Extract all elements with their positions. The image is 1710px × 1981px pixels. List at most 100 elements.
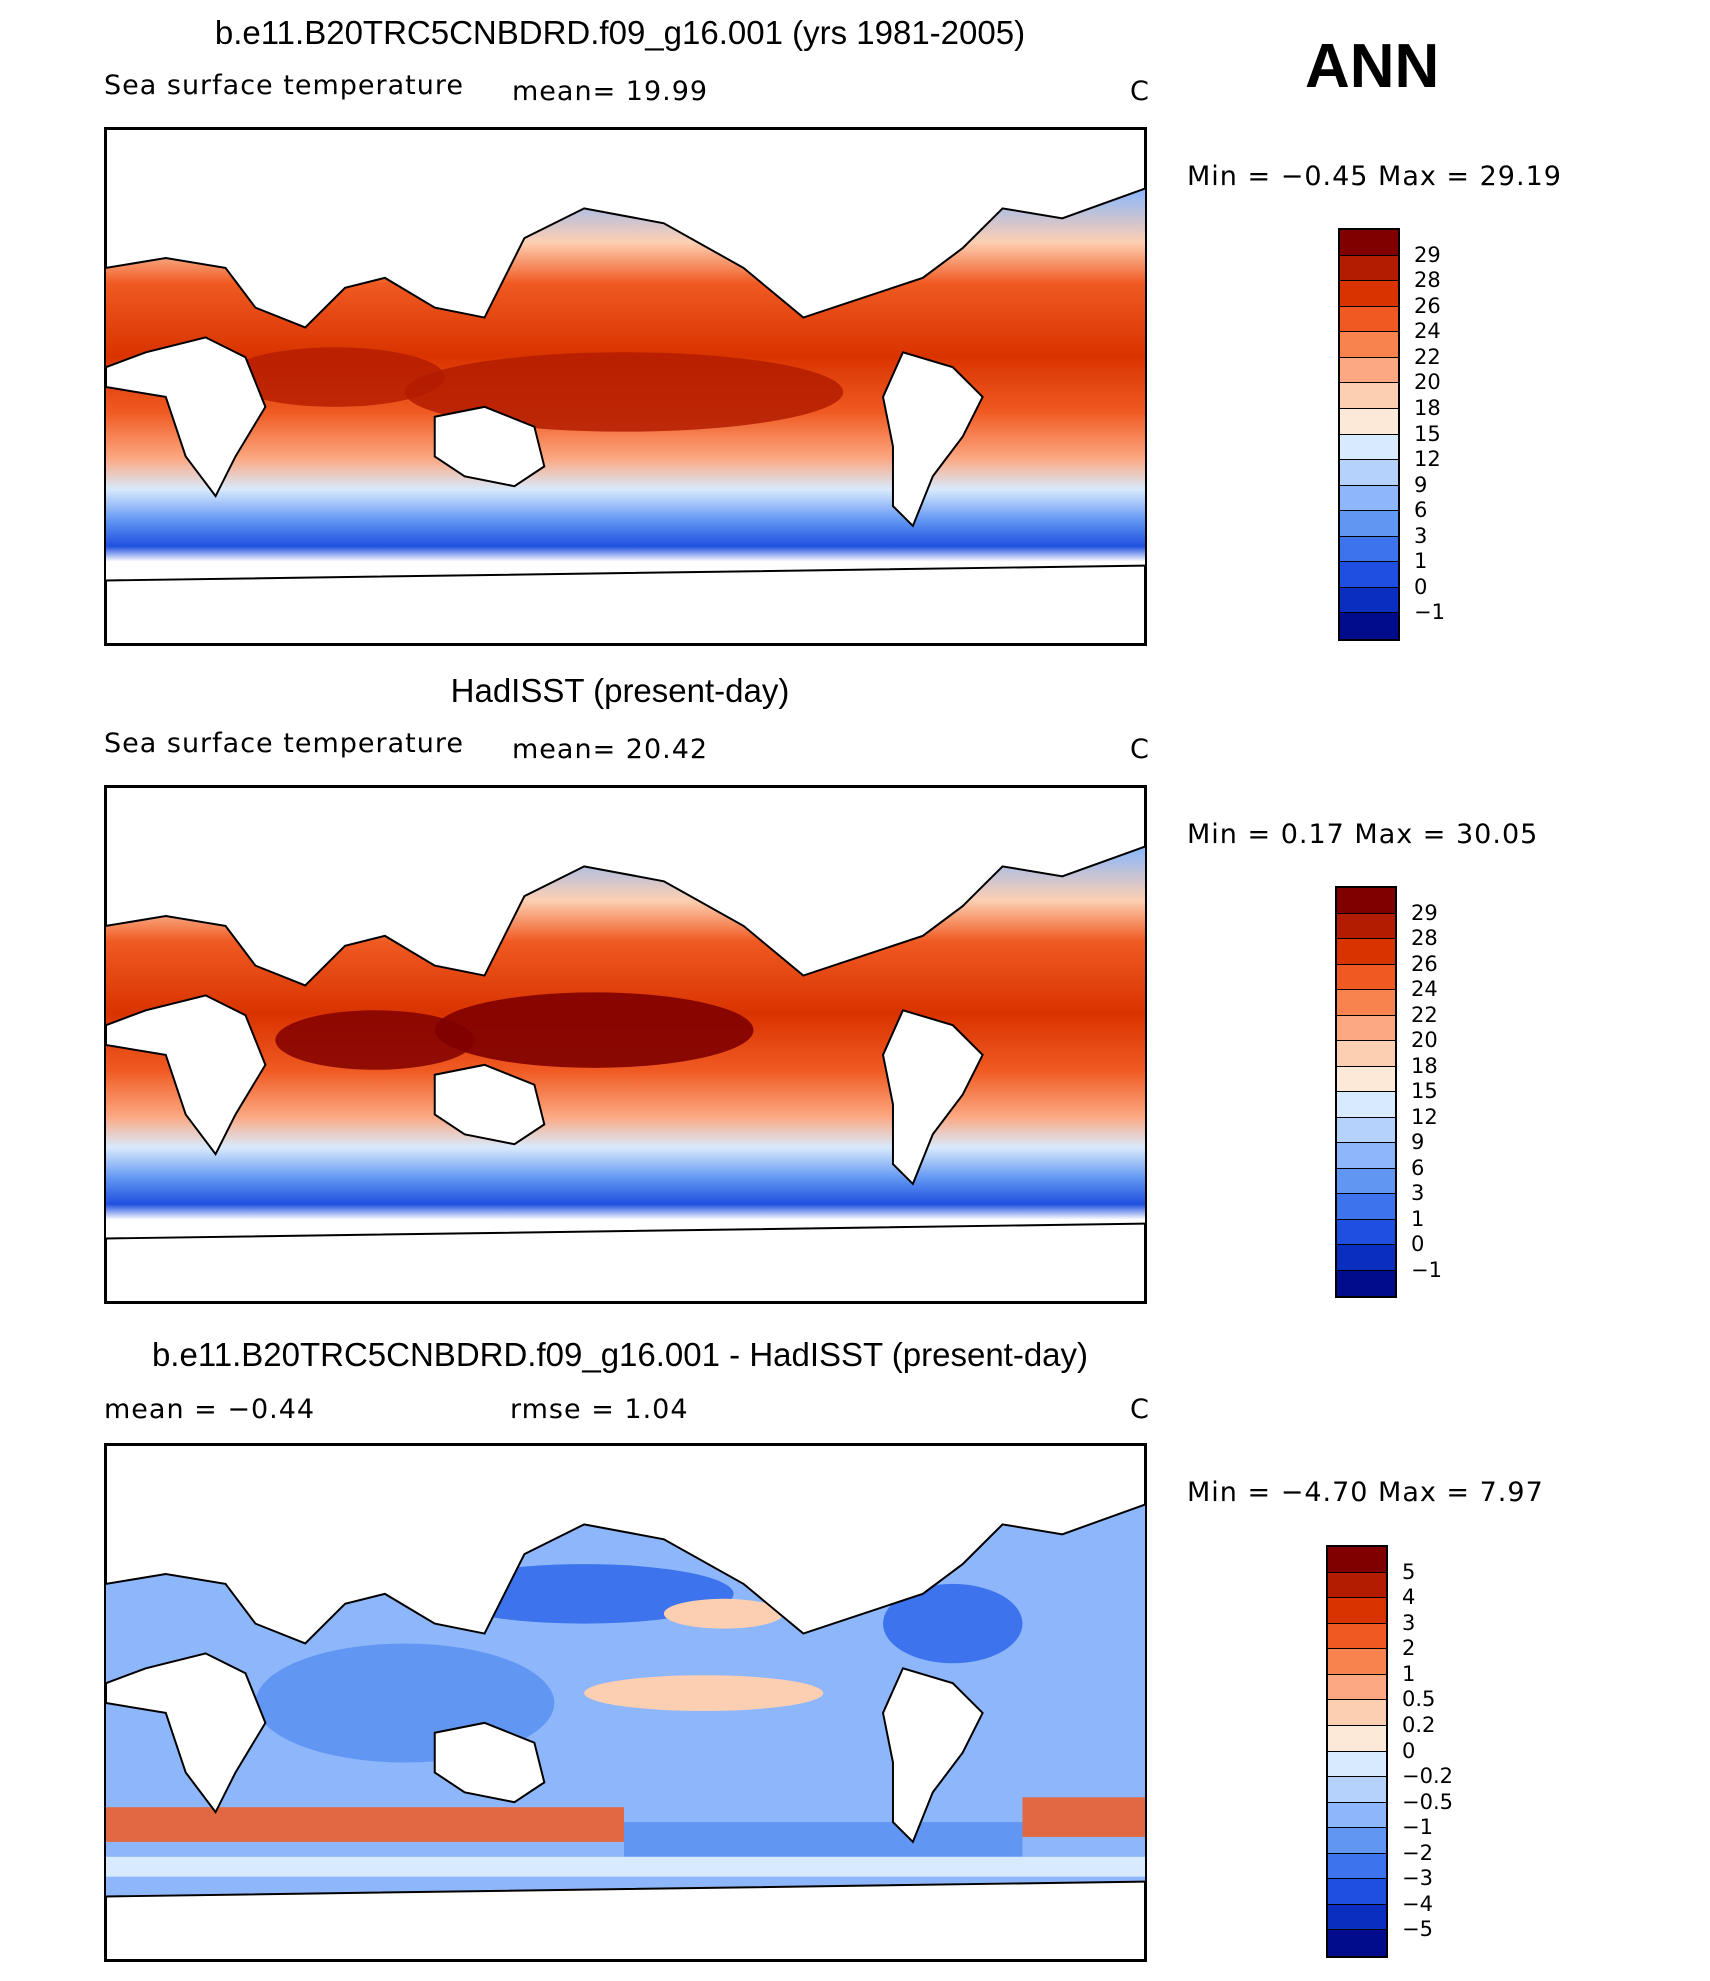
panel1-colorbar: [1338, 228, 1400, 641]
colorbar-tick-label: 2: [1402, 1636, 1416, 1661]
colorbar-segment: [1337, 1041, 1395, 1067]
colorbar-tick-label: 28: [1411, 926, 1438, 950]
panel1-map-plot: [106, 129, 1145, 644]
colorbar-segment: [1328, 1572, 1386, 1599]
colorbar-tick-label: −5: [1402, 1917, 1433, 1942]
colorbar-segment: [1328, 1802, 1386, 1829]
panel2-mean: mean= 20.42: [512, 734, 709, 765]
colorbar-segment: [1337, 1092, 1395, 1118]
colorbar-tick-label: 22: [1414, 344, 1441, 369]
colorbar-segment: [1340, 562, 1398, 588]
colorbar-segment: [1340, 306, 1398, 333]
colorbar-tick-label: 29: [1411, 900, 1438, 925]
colorbar-segment: [1340, 230, 1398, 256]
colorbar-tick-label: 22: [1411, 1002, 1438, 1027]
panel3-mean: mean = −0.44: [104, 1394, 316, 1425]
colorbar-segment: [1337, 888, 1395, 914]
panel1-minmax: Min = −0.45 Max = 29.19: [1187, 161, 1562, 192]
colorbar-segment: [1337, 964, 1395, 990]
colorbar-tick-label: 0.5: [1402, 1687, 1436, 1712]
colorbar-segment: [1340, 255, 1398, 282]
panel2-colorbar: [1335, 886, 1397, 1298]
colorbar-segment: [1337, 1168, 1395, 1194]
colorbar-tick-label: −1: [1402, 1815, 1433, 1840]
colorbar-segment: [1340, 613, 1398, 639]
colorbar-segment: [1328, 1725, 1386, 1752]
panel3-colorbar: [1326, 1545, 1388, 1958]
colorbar-tick-label: −3: [1402, 1866, 1433, 1891]
colorbar-segment: [1328, 1674, 1386, 1701]
panel2-variable: Sea surface temperature: [104, 728, 464, 759]
colorbar-tick-label: 29: [1414, 242, 1441, 267]
panel3-minmax: Min = −4.70 Max = 7.97: [1187, 1477, 1544, 1508]
colorbar-tick-label: 3: [1414, 523, 1428, 548]
colorbar-tick-label: 0.2: [1402, 1712, 1436, 1737]
colorbar-tick-label: 0: [1402, 1738, 1416, 1763]
colorbar-tick-label: 4: [1402, 1585, 1416, 1610]
colorbar-segment: [1337, 1117, 1395, 1143]
panel3-title: b.e11.B20TRC5CNBDRD.f09_g16.001 - HadISS…: [151, 1336, 1089, 1373]
colorbar-tick-label: 15: [1411, 1079, 1438, 1103]
colorbar-tick-label: 15: [1414, 421, 1441, 446]
colorbar-tick-label: 18: [1411, 1053, 1438, 1078]
colorbar-segment: [1340, 485, 1398, 512]
colorbar-segment: [1340, 460, 1398, 486]
colorbar-tick-label: 20: [1411, 1028, 1438, 1052]
panel1-title: b.e11.B20TRC5CNBDRD.f09_g16.001 (yrs 198…: [214, 14, 1026, 51]
panel3-map: [104, 1443, 1147, 1962]
colorbar-segment: [1328, 1930, 1386, 1956]
colorbar-segment: [1340, 408, 1398, 435]
colorbar-segment: [1340, 511, 1398, 537]
colorbar-segment: [1340, 281, 1398, 307]
colorbar-tick-label: −0.5: [1402, 1789, 1453, 1814]
colorbar-tick-label: 9: [1411, 1130, 1425, 1154]
colorbar-segment: [1340, 332, 1398, 358]
colorbar-segment: [1337, 913, 1395, 939]
colorbar-segment: [1340, 357, 1398, 384]
colorbar-segment: [1328, 1623, 1386, 1650]
colorbar-segment: [1328, 1598, 1386, 1624]
colorbar-tick-label: 5: [1402, 1559, 1416, 1584]
colorbar-segment: [1337, 990, 1395, 1016]
panel3-rmse: rmse = 1.04: [510, 1394, 689, 1425]
panel2-map: [104, 785, 1147, 1304]
colorbar-segment: [1328, 1547, 1386, 1573]
colorbar-segment: [1337, 1194, 1395, 1220]
colorbar-tick-label: 18: [1414, 395, 1441, 420]
panel2-map-plot: [106, 787, 1145, 1302]
colorbar-segment: [1328, 1828, 1386, 1854]
season-label: ANN: [1305, 32, 1440, 101]
panel2-title: HadISST (present-day): [450, 672, 790, 709]
colorbar-tick-label: −4: [1402, 1891, 1433, 1916]
colorbar-segment: [1337, 1066, 1395, 1092]
colorbar-segment: [1328, 1649, 1386, 1675]
colorbar-tick-label: 12: [1414, 447, 1441, 472]
colorbar-tick-label: −0.2: [1402, 1764, 1453, 1789]
colorbar-tick-label: 1: [1414, 549, 1428, 574]
panel1-map: [104, 127, 1147, 646]
colorbar-segment: [1328, 1879, 1386, 1905]
colorbar-segment: [1340, 434, 1398, 461]
colorbar-tick-label: 24: [1411, 977, 1438, 1001]
panel3-map-plot: [106, 1445, 1145, 1960]
colorbar-tick-label: 0: [1411, 1232, 1425, 1256]
colorbar-segment: [1337, 1143, 1395, 1169]
colorbar-tick-label: −2: [1402, 1840, 1433, 1865]
colorbar-tick-label: 28: [1414, 268, 1441, 293]
colorbar-segment: [1337, 1245, 1395, 1271]
colorbar-segment: [1340, 587, 1398, 614]
colorbar-segment: [1328, 1904, 1386, 1931]
colorbar-tick-label: 9: [1414, 472, 1428, 497]
colorbar-tick-label: 1: [1402, 1661, 1416, 1686]
colorbar-tick-label: 26: [1411, 951, 1438, 976]
colorbar-segment: [1337, 1219, 1395, 1245]
colorbar-segment: [1328, 1751, 1386, 1778]
colorbar-tick-label: 26: [1414, 293, 1441, 318]
colorbar-segment: [1337, 1270, 1395, 1296]
panel2-minmax: Min = 0.17 Max = 30.05: [1187, 819, 1539, 850]
colorbar-segment: [1328, 1853, 1386, 1880]
panel1-mean: mean= 19.99: [512, 76, 709, 107]
colorbar-tick-label: 12: [1411, 1104, 1438, 1129]
colorbar-tick-label: −1: [1414, 600, 1445, 625]
colorbar-tick-label: 6: [1411, 1155, 1425, 1180]
